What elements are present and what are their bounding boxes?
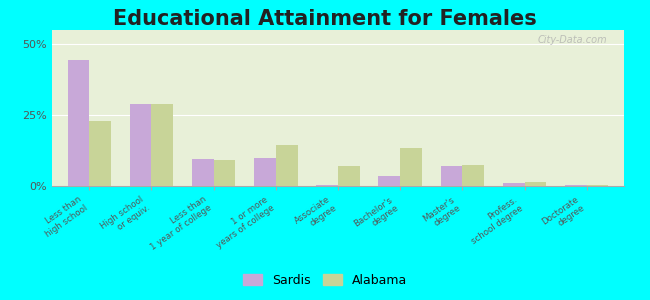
Bar [68, 60, 89, 186]
Bar [338, 166, 359, 186]
Bar [254, 158, 276, 186]
Text: City-Data.com: City-Data.com [537, 35, 607, 45]
Bar [587, 184, 608, 186]
Bar [89, 121, 111, 186]
Bar [276, 145, 298, 186]
Bar [317, 184, 338, 186]
Bar [565, 184, 587, 186]
Bar [130, 104, 151, 186]
Bar [441, 166, 462, 186]
Bar [525, 182, 546, 186]
Bar [151, 104, 174, 186]
Bar [502, 183, 525, 186]
Legend: Sardis, Alabama: Sardis, Alabama [239, 270, 411, 291]
Bar [400, 148, 422, 186]
Bar [378, 176, 400, 186]
Bar [462, 165, 484, 186]
Text: Educational Attainment for Females: Educational Attainment for Females [113, 9, 537, 29]
Bar [192, 159, 214, 186]
Bar [214, 160, 235, 186]
